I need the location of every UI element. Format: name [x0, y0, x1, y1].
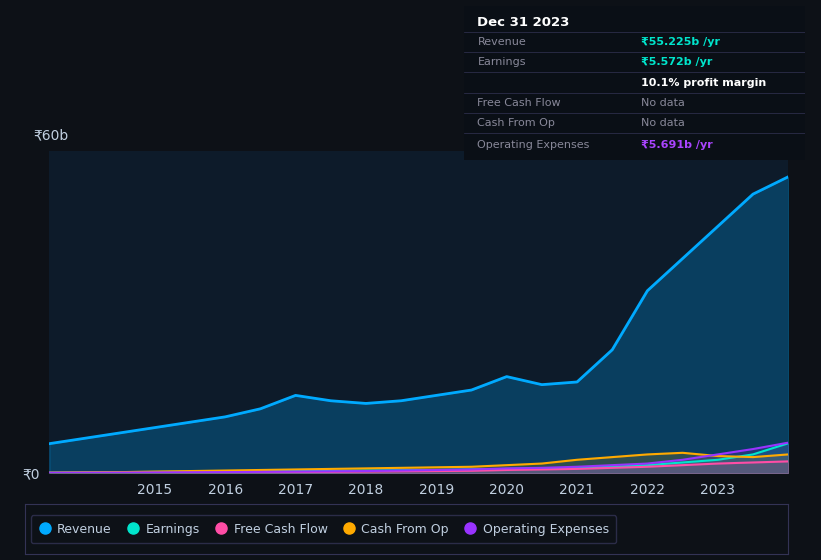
- Text: Revenue: Revenue: [478, 37, 526, 47]
- Text: No data: No data: [641, 99, 685, 109]
- Text: Earnings: Earnings: [478, 57, 526, 67]
- Text: ₹5.572b /yr: ₹5.572b /yr: [641, 57, 713, 67]
- Text: Cash From Op: Cash From Op: [478, 118, 555, 128]
- Text: Dec 31 2023: Dec 31 2023: [478, 16, 570, 29]
- Text: 10.1% profit margin: 10.1% profit margin: [641, 78, 766, 87]
- Text: Operating Expenses: Operating Expenses: [478, 140, 589, 150]
- Text: No data: No data: [641, 118, 685, 128]
- Text: Free Cash Flow: Free Cash Flow: [478, 99, 561, 109]
- Text: ₹55.225b /yr: ₹55.225b /yr: [641, 37, 720, 47]
- Text: ₹60b: ₹60b: [33, 129, 68, 143]
- Text: ₹5.691b /yr: ₹5.691b /yr: [641, 140, 713, 150]
- Legend: Revenue, Earnings, Free Cash Flow, Cash From Op, Operating Expenses: Revenue, Earnings, Free Cash Flow, Cash …: [31, 515, 616, 543]
